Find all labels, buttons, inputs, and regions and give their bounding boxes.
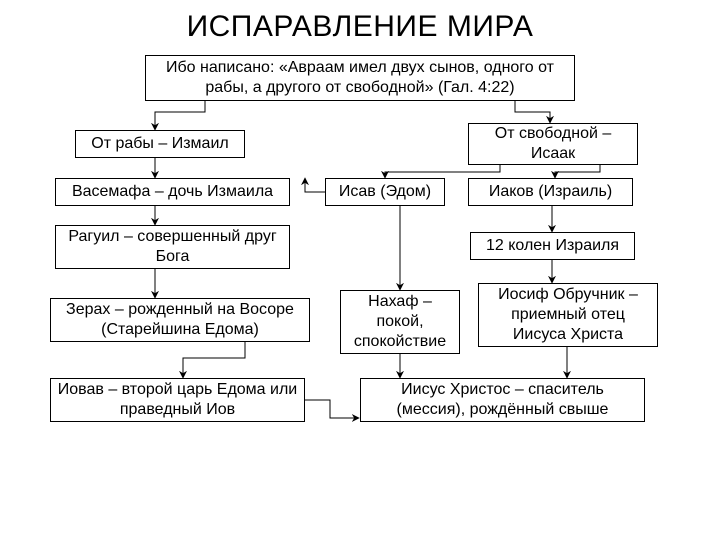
node-tribes: 12 колен Израиля (470, 232, 635, 260)
node-raguil-label: Рагуил – совершенный друг Бога (62, 227, 283, 267)
node-vasemafa-label: Васемафа – дочь Измаила (72, 182, 273, 202)
node-zerah-label: Зерах – рожденный на Восоре (Старейшина … (57, 300, 303, 340)
node-nakhaf: Нахаф – покой, спокойствие (340, 290, 460, 354)
node-root: Ибо написано: «Авраам имел двух сынов, о… (145, 55, 575, 101)
node-nakhaf-label: Нахаф – покой, спокойствие (347, 292, 453, 352)
node-raguil: Рагуил – совершенный друг Бога (55, 225, 290, 269)
node-joseph: Иосиф Обручник – приемный отец Иисуса Хр… (478, 283, 658, 347)
node-jobab: Иовав – второй царь Едома или праведный … (50, 378, 305, 422)
node-joseph-label: Иосиф Обручник – приемный отец Иисуса Хр… (485, 285, 651, 345)
node-root-label: Ибо написано: «Авраам имел двух сынов, о… (152, 58, 568, 98)
node-jesus-label: Иисус Христос – спаситель (мессия), рожд… (367, 380, 638, 420)
node-isaac: От свободной – Исаак (468, 123, 638, 165)
node-zerah: Зерах – рожденный на Восоре (Старейшина … (50, 298, 310, 342)
node-ishmael-label: От рабы – Измаил (91, 134, 228, 154)
node-ishmael: От рабы – Измаил (75, 130, 245, 158)
node-tribes-label: 12 колен Израиля (486, 236, 619, 256)
node-jobab-label: Иовав – второй царь Едома или праведный … (57, 380, 298, 420)
node-jesus: Иисус Христос – спаситель (мессия), рожд… (360, 378, 645, 422)
node-isaac-label: От свободной – Исаак (475, 124, 631, 164)
node-esau: Исав (Эдом) (325, 178, 445, 206)
node-vasemafa: Васемафа – дочь Измаила (55, 178, 290, 206)
page-title: ИСПАРАВЛЕНИЕ МИРА (0, 10, 720, 44)
node-esau-label: Исав (Эдом) (339, 182, 431, 202)
node-jacob: Иаков (Израиль) (468, 178, 633, 206)
node-jacob-label: Иаков (Израиль) (489, 182, 612, 202)
